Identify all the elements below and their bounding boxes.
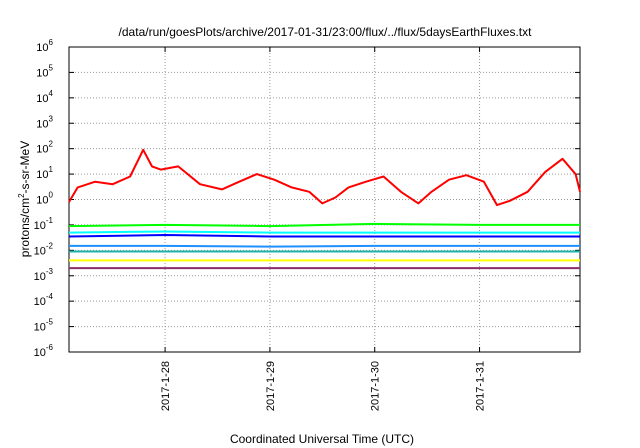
y-tick-label: 10-6: [34, 343, 54, 359]
y-label-after: -s-sr-MeV: [18, 141, 32, 194]
y-tick-label: 10-1: [34, 216, 54, 232]
grid: [69, 47, 580, 352]
x-tick-label: 2017-1-30: [370, 361, 382, 411]
y-tick-label: 102: [36, 140, 53, 156]
series-line-2: [68, 222, 580, 228]
y-tick-label: 10-2: [34, 241, 54, 257]
y-tick-label: 10-5: [34, 318, 54, 334]
series-line-4: [68, 234, 580, 238]
series-line-5: [69, 244, 580, 248]
x-tick-label: 2017-1-29: [265, 361, 277, 411]
y-tick-label: 10-3: [34, 267, 54, 283]
y-label-sup: 2: [17, 193, 26, 198]
y-axis-label: protons/cm2-s-sr-MeV: [17, 141, 32, 257]
y-tick-label: 10-4: [34, 292, 54, 308]
y-tick-label: 103: [36, 114, 53, 130]
y-tick-label: 100: [36, 191, 53, 207]
x-axis: 2017-1-28 2017-1-29 2017-1-30 2017-1-31: [160, 47, 487, 411]
series-line-3: [68, 230, 580, 234]
x-tick-label: 2017-1-31: [475, 361, 487, 411]
y-tick-label: 101: [36, 165, 53, 181]
x-axis-label: Coordinated Universal Time (UTC): [230, 432, 414, 446]
y-tick-label: 106: [36, 38, 53, 54]
y-axis: 10-6 10-5 10-4 10-3 10-2 10-1 100 101 102 103 104 1…: [34, 38, 580, 359]
x-tick-label: 2017-1-28: [160, 361, 172, 411]
y-tick-label: 104: [36, 89, 53, 105]
y-tick-label: 105: [36, 63, 53, 79]
chart-title: /data/run/goesPlots/archive/2017-01-31/2…: [119, 25, 533, 39]
series-line-1: [68, 148, 581, 207]
y-label-before: protons/cm: [18, 198, 32, 257]
series-group: [68, 148, 581, 270]
